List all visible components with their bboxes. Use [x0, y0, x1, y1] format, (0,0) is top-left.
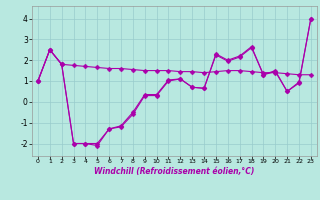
X-axis label: Windchill (Refroidissement éolien,°C): Windchill (Refroidissement éolien,°C) — [94, 167, 255, 176]
